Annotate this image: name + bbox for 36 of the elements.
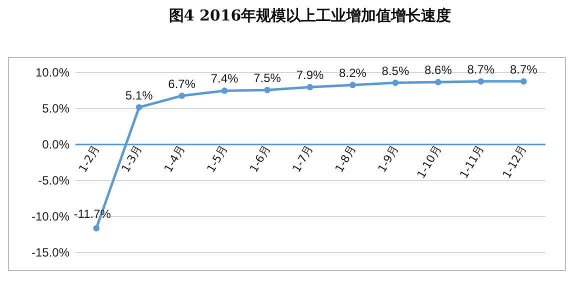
- point: [178, 92, 185, 99]
- data-label: 8.6%: [424, 63, 452, 78]
- point: [306, 84, 314, 90]
- x-tick-label: 1-6月: [247, 143, 273, 175]
- x-tick-label: 1-8月: [332, 143, 358, 175]
- x-tick-label: 1-9月: [375, 143, 402, 175]
- point: [136, 104, 142, 110]
- data-label: 7.5%: [254, 71, 282, 85]
- x-tick-label: 1-4月: [162, 143, 188, 175]
- point: [435, 78, 442, 86]
- point: [520, 78, 527, 85]
- data-label: 7.9%: [296, 68, 324, 82]
- chart-title: 图4 2016年规模以上工业增加值增长速度: [168, 6, 452, 24]
- data-label: 8.5%: [382, 64, 410, 78]
- point: [350, 82, 356, 88]
- x-tick-label: 1-7月: [290, 143, 316, 175]
- data-label: 6.7%: [168, 76, 196, 91]
- point: [392, 80, 399, 86]
- data-label: 8.7%: [510, 62, 538, 76]
- y-tick-label: 5.0%: [42, 102, 70, 116]
- data-label: 5.1%: [125, 88, 154, 102]
- y-tick-label: -5.0%: [38, 174, 70, 188]
- point: [264, 86, 270, 94]
- point: [93, 225, 100, 232]
- y-tick-label: 10.0%: [35, 66, 70, 80]
- x-tick-label: 1-5月: [204, 143, 230, 175]
- y-tick-label: -15.0%: [31, 246, 70, 260]
- x-tick-label: 1-2月: [76, 143, 102, 175]
- x-tick-label: 1-3月: [119, 143, 145, 175]
- point: [478, 78, 484, 85]
- data-label: 7.4%: [210, 72, 239, 86]
- point: [221, 88, 228, 94]
- y-tick-label: -10.0%: [31, 210, 70, 224]
- data-label: 8.7%: [467, 62, 495, 76]
- data-label: 8.2%: [339, 66, 367, 80]
- y-tick-label: 0.0%: [42, 138, 70, 152]
